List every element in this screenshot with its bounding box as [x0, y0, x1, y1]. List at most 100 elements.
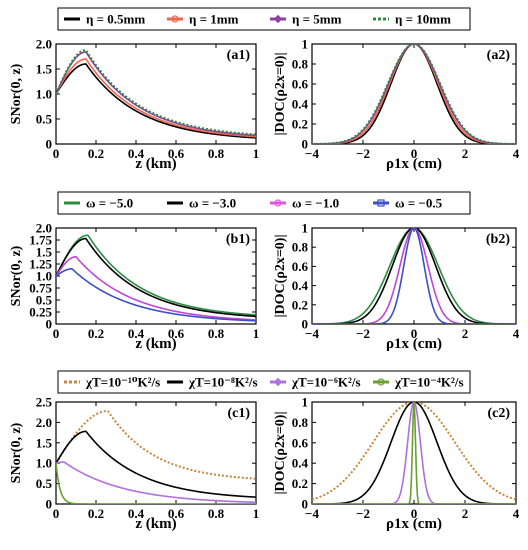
series-line: [312, 402, 516, 504]
x-tick-label: 1: [253, 146, 260, 161]
x-tick-label: 0: [411, 326, 418, 341]
legend-marker: [377, 378, 385, 386]
x-tick-label: −4: [305, 146, 319, 161]
x-axis-label: ρ1x (cm): [386, 516, 442, 532]
panel-c1: 0 0.2 0.4 0.6 0.8 100.51.01.52.02.5(c1)z (km)…: [9, 395, 259, 533]
legend-b: ω = −5.0 ω = −3.0 ω = −1.0 ω = −0.5: [57, 191, 471, 215]
panel-a2: −4 −2 0 2 4 0 0.2 0.4 0.6 0.8 1 (a2) ρ1x (cm) |DOC(ρ2…: [273, 37, 520, 173]
y-tick-label: 2.0: [36, 221, 52, 236]
x-tick-label: 2: [462, 326, 469, 341]
panel-b2: −4 −2 0 2 4 0 0.2 0.4 0.6 0.8 1 (b2) ρ1x (cm) |DOC(ρ2…: [273, 221, 520, 353]
x-tick-label: −4: [305, 326, 319, 341]
panel-label: (b2): [486, 232, 510, 247]
y-tick-label: 0.6: [292, 435, 309, 450]
plot-frame: [311, 401, 517, 505]
y-tick-label: 0.2: [292, 476, 308, 491]
series-line: [56, 461, 256, 504]
y-tick-label: 2.0: [36, 415, 52, 430]
x-tick-label: 0.4: [128, 326, 145, 341]
y-tick-label: 0: [302, 497, 309, 512]
x-tick-label: 1: [253, 506, 260, 521]
panel-label: (c2): [487, 406, 510, 421]
y-tick-label: 1.75: [29, 233, 52, 248]
x-tick-label: −4: [305, 506, 319, 521]
y-tick-label: 0: [46, 137, 53, 152]
y-tick-label: 0: [302, 137, 309, 152]
y-tick-label: 0: [46, 497, 53, 512]
x-tick-label: −2: [356, 506, 370, 521]
x-tick-label: 0.8: [208, 506, 225, 521]
y-tick-label: 0: [46, 317, 53, 332]
x-tick-label: 0: [411, 146, 418, 161]
x-tick-label: 1: [253, 326, 260, 341]
panel-b1: 0 0.2 0.4 0.6 0.8 1 00.250.50.751.01.251.51.75…: [9, 221, 259, 353]
legend-label: χT=10⁻⁴K²/s: [394, 375, 464, 390]
series-line: [56, 234, 256, 316]
legend-label: η = 10mm: [395, 12, 451, 27]
panel-label: (b1): [226, 232, 250, 247]
x-axis-label: z (km): [135, 516, 176, 532]
y-tick-label: 1.0: [36, 456, 52, 471]
x-tick-label: −2: [356, 146, 370, 161]
legend-marker: [377, 199, 385, 207]
x-tick-label: 4: [513, 146, 520, 161]
series-line: [312, 402, 516, 504]
x-tick-label: 4: [513, 506, 520, 521]
y-tick-label: 1.0: [36, 269, 52, 284]
y-axis-label: |DOC(ρ2x=0)|: [273, 52, 288, 135]
y-tick-label: 0.2: [292, 117, 308, 132]
series-line: [56, 267, 256, 322]
panel-label: (a1): [227, 48, 251, 63]
y-tick-label: 0.5: [36, 476, 53, 491]
panel-label: (a2): [487, 48, 511, 63]
y-tick-label: 1: [302, 37, 309, 52]
x-tick-label: 0: [53, 326, 60, 341]
y-tick-label: 1: [302, 395, 309, 410]
y-tick-label: 0.5: [36, 112, 53, 127]
panel-label: (c1): [227, 406, 250, 421]
legend-label: η = 1mm: [189, 12, 239, 27]
figure-row-c: χT=10⁻¹⁰K²/s χT=10⁻⁸K²/s χT=10⁻⁶K²/s χT=10⁻…: [9, 370, 520, 533]
x-tick-label: 0.8: [208, 146, 225, 161]
series-line: [312, 228, 516, 324]
panel-c2: −4 −2 0 2 4 0 0.2 0.4 0.6 0.8 1 (c2) ρ1x (cm) |DOC(ρ2…: [273, 395, 520, 533]
figure-row-a: η = 0.5mm η = 1mm η = 5mm η = 10mm 0 0.2 0.4 0.…: [9, 7, 520, 173]
y-tick-label: 1.0: [36, 87, 52, 102]
y-tick-label: 0.6: [292, 77, 309, 92]
y-tick-label: 2.0: [36, 37, 52, 52]
y-tick-label: 2.5: [36, 395, 53, 410]
series-line: [312, 402, 516, 504]
y-axis-label: SNor(0, z): [9, 63, 24, 124]
legend-label: χT=10⁻⁶K²/s: [291, 375, 361, 390]
legend-label: η = 0.5mm: [86, 12, 145, 27]
series-line: [312, 44, 516, 144]
y-axis-label: SNor(0, z): [9, 245, 24, 306]
x-tick-label: −2: [356, 326, 370, 341]
legend-label: ω = −3.0: [189, 196, 236, 211]
legend-marker: [274, 199, 282, 207]
y-tick-label: 0.8: [292, 57, 309, 72]
x-tick-label: 4: [513, 326, 520, 341]
series-line: [56, 255, 256, 321]
y-tick-label: 0.8: [292, 240, 309, 255]
y-tick-label: 1.5: [36, 62, 53, 77]
series-line: [56, 409, 256, 480]
x-axis-label: ρ1x (cm): [386, 336, 442, 352]
legend-box: [57, 7, 471, 31]
series-line: [56, 237, 256, 318]
y-axis-label: SNor(0, z): [9, 422, 24, 483]
y-tick-label: 0.4: [292, 456, 309, 471]
series-line: [56, 430, 256, 498]
legend-box: [57, 191, 471, 215]
series-line: [56, 51, 256, 137]
y-tick-label: 1.25: [29, 257, 52, 272]
y-tick-label: 1: [302, 221, 309, 236]
legend-a: η = 0.5mm η = 1mm η = 5mm η = 10mm: [57, 7, 471, 31]
x-tick-label: 0.4: [128, 146, 145, 161]
series-line: [312, 402, 516, 501]
legend-label: ω = −5.0: [86, 196, 133, 211]
y-tick-label: 0.6: [292, 259, 309, 274]
series-line: [56, 58, 256, 138]
x-tick-label: 0.6: [168, 506, 185, 521]
